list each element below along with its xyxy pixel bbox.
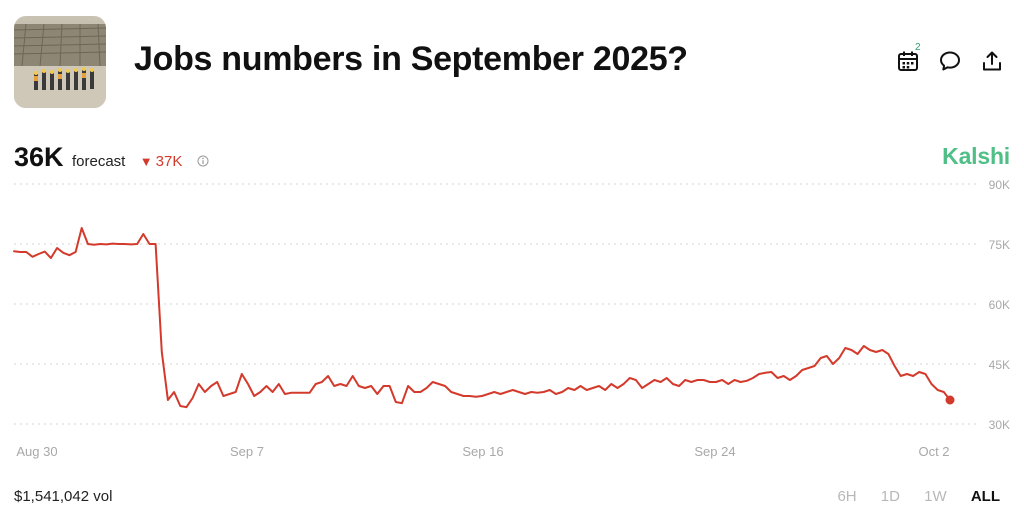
y-tick-label: 45K <box>989 358 1010 372</box>
y-tick-label: 75K <box>989 238 1010 252</box>
volume-label: $1,541,042 vol <box>14 488 113 505</box>
forecast-series-line <box>13 227 951 409</box>
comment-button[interactable] <box>939 50 963 74</box>
calendar-button[interactable]: 2 <box>897 42 921 74</box>
y-tick-label: 30K <box>989 418 1010 432</box>
forecast-summary: 36K forecast ▼ 37K <box>14 142 209 172</box>
x-tick-label: Oct 2 <box>918 444 949 459</box>
forecast-label: forecast <box>71 153 126 170</box>
range-1w-button[interactable]: 1W <box>924 488 947 505</box>
latest-point-marker <box>945 395 955 405</box>
range-6h-button[interactable]: 6H <box>837 488 857 505</box>
range-all-button[interactable]: ALL <box>970 488 1000 505</box>
share-button[interactable] <box>981 50 1005 74</box>
forecast-change: ▼ 37K <box>140 153 183 170</box>
calendar-icon <box>898 51 918 71</box>
calendar-count-badge: 2 <box>915 42 921 53</box>
market-thumbnail <box>14 16 106 108</box>
time-range-selector: 6H 1D 1W ALL <box>817 488 1000 505</box>
y-tick-label: 90K <box>989 178 1010 192</box>
share-icon <box>983 51 1001 71</box>
info-icon[interactable] <box>197 154 209 172</box>
forecast-change-value: 37K <box>155 153 183 170</box>
comment-icon <box>940 51 960 71</box>
y-tick-label: 60K <box>989 298 1010 312</box>
workers-photo-image <box>14 16 106 108</box>
x-tick-label: Sep 24 <box>694 444 735 459</box>
forecast-value: 36K <box>14 142 64 172</box>
kalshi-logo[interactable]: Kalshi <box>942 143 1010 169</box>
forecast-line-chart: 30K 45K 60K 75K 90K Aug 30 Sep 7 Sep 16 Sep 24 Oc… <box>13 178 1010 459</box>
market-title: Jobs numbers in September 2025? <box>134 40 688 78</box>
x-tick-label: Sep 7 <box>230 444 264 459</box>
x-tick-label: Sep 16 <box>462 444 503 459</box>
x-tick-label: Aug 30 <box>16 444 57 459</box>
down-arrow-icon: ▼ <box>139 154 153 169</box>
range-1d-button[interactable]: 1D <box>880 488 900 505</box>
